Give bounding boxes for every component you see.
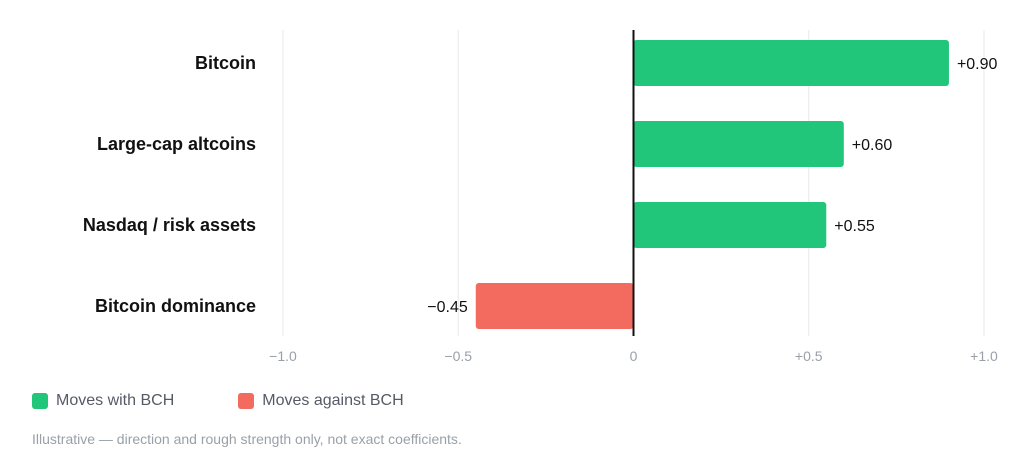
category-label: Nasdaq / risk assets <box>83 215 256 235</box>
x-tick-label: −0.5 <box>444 348 472 364</box>
legend-swatch-positive <box>32 393 48 409</box>
category-label: Large-cap altcoins <box>97 134 256 154</box>
bar <box>475 283 634 329</box>
bars <box>475 40 949 329</box>
legend: Moves with BCH Moves against BCH <box>32 392 404 410</box>
value-label: −0.45 <box>427 299 468 316</box>
x-tick-label: +1.0 <box>970 348 998 364</box>
x-tick-label: +0.5 <box>795 348 823 364</box>
value-label: +0.55 <box>834 218 875 235</box>
category-label: Bitcoin <box>195 53 256 73</box>
value-label: +0.60 <box>852 137 893 154</box>
legend-label-negative: Moves against BCH <box>262 392 404 409</box>
labels: −1.0 −0.5 0 +0.5 +1.0 Bitcoin +0.90 Large-cap a… <box>83 53 998 364</box>
value-label: +0.90 <box>957 56 998 73</box>
bar <box>633 121 844 167</box>
legend-item-positive: Moves with BCH <box>32 392 174 410</box>
x-tick-label: −1.0 <box>269 348 297 364</box>
legend-label-positive: Moves with BCH <box>56 392 175 409</box>
bar <box>633 40 949 86</box>
category-label: Bitcoin dominance <box>95 296 256 316</box>
footnote: Illustrative — direction and rough stren… <box>32 431 462 447</box>
legend-swatch-negative <box>238 393 255 409</box>
correlation-bar-chart: −1.0 −0.5 0 +0.5 +1.0 Bitcoin +0.90 Large-cap a… <box>83 30 998 364</box>
x-tick-label: 0 <box>630 348 638 364</box>
bar <box>633 202 827 248</box>
legend-item-negative: Moves against BCH <box>238 392 404 410</box>
